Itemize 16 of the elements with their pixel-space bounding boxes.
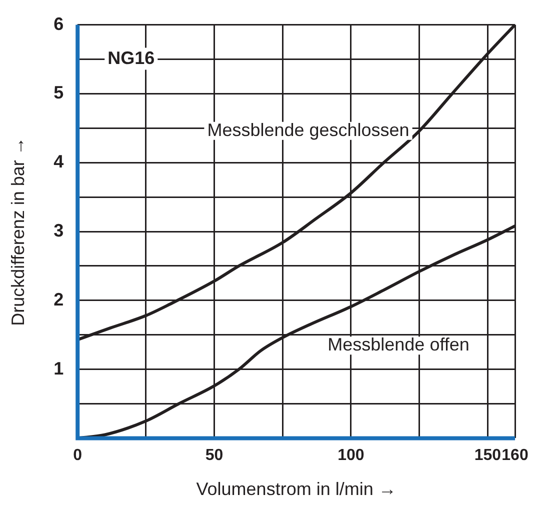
x-tick-label: 0 [73, 447, 82, 464]
y-axis-title: Druckdifferenz in bar → [8, 137, 28, 326]
text: NG16 [108, 48, 155, 68]
x-tick-label: 150 [474, 447, 502, 464]
series-label: Messblende offen [328, 334, 470, 355]
x-tick-label: 50 [205, 447, 224, 464]
y-tick-label: 6 [54, 14, 64, 34]
y-tick-label: 4 [54, 152, 64, 172]
y-tick-label: 1 [54, 358, 64, 378]
x-tick-label: 160 [502, 447, 528, 464]
x-tick-label: 100 [338, 447, 364, 464]
y-tick-label: 2 [54, 289, 64, 310]
y-tick-label: 3 [54, 220, 64, 240]
y-tick-label: 5 [54, 82, 64, 103]
x-axis-title: Volumenstrom in l/min → [196, 479, 396, 500]
series-label: Messblende geschlossen [207, 120, 410, 140]
